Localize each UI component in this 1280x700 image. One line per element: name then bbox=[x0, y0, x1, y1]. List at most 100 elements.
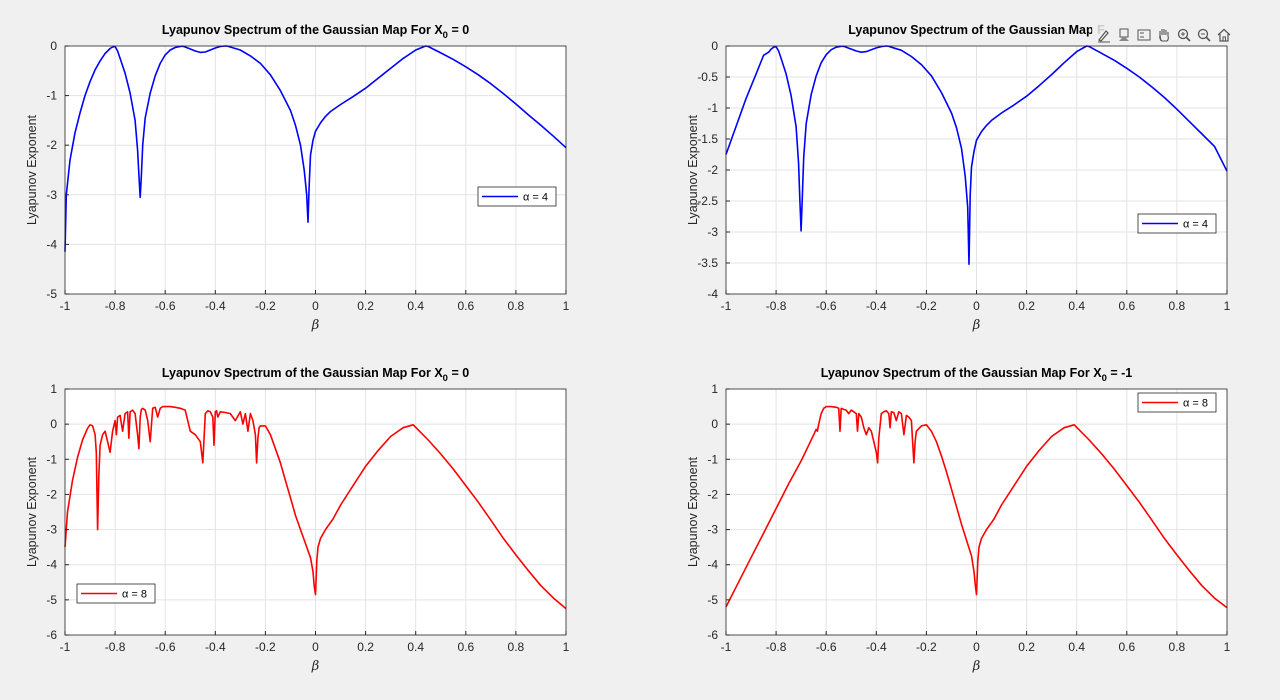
chart-title: Lyapunov Spectrum of the Gaussian Map Fo… bbox=[821, 366, 1133, 384]
y-tick-label: -0.5 bbox=[697, 70, 718, 84]
y-tick-label: -3 bbox=[707, 523, 718, 537]
y-tick-label: -1 bbox=[46, 89, 57, 103]
chart-panel-1: -1 -0.8 -0.6 -0.4 -0.2 0 0.2 0.4 0.6 0.8 1 -5 -4 -3 -2… bbox=[25, 23, 570, 333]
x-tick-label: -0.4 bbox=[205, 299, 226, 313]
x-tick-label: -0.4 bbox=[205, 640, 226, 654]
y-tick-label: -1 bbox=[707, 452, 718, 466]
x-tick-label: 0 bbox=[973, 299, 980, 313]
series-line bbox=[64, 405, 567, 610]
y-tick-label: -4 bbox=[707, 558, 718, 572]
x-tick-label: 0 bbox=[312, 299, 319, 313]
y-tick-label: 0 bbox=[50, 39, 57, 53]
x-tick-label: 0.2 bbox=[357, 299, 374, 313]
y-tick-label: -3.5 bbox=[697, 256, 718, 270]
series-line bbox=[725, 405, 1228, 609]
x-tick-label: -0.8 bbox=[105, 299, 126, 313]
legend: α = 4 bbox=[477, 186, 557, 207]
y-tick-label: -4 bbox=[46, 237, 57, 251]
y-tick-label: -1.5 bbox=[697, 132, 718, 146]
legend-icon[interactable] bbox=[1134, 25, 1153, 45]
x-tick-label: 0.4 bbox=[407, 299, 424, 313]
x-tick-label: -0.6 bbox=[816, 640, 837, 654]
legend: α = 4 bbox=[1137, 213, 1217, 234]
x-tick-label: -0.8 bbox=[766, 640, 787, 654]
x-tick-label: 0.8 bbox=[508, 299, 525, 313]
legend: α = 8 bbox=[1137, 392, 1217, 413]
legend-entry: α = 8 bbox=[1183, 398, 1208, 410]
chart-panel-2: -1 -0.8 -0.6 -0.4 -0.2 0 0.2 0.4 0.6 0.8 1 -4 -3.5 -3… bbox=[686, 23, 1231, 333]
x-axis-label: β bbox=[972, 659, 981, 674]
x-tick-label: 0.4 bbox=[1068, 640, 1085, 654]
x-tick-label: -0.4 bbox=[866, 299, 887, 313]
x-tick-label: -0.8 bbox=[105, 640, 126, 654]
x-tick-label: -0.2 bbox=[916, 640, 937, 654]
legend-entry: α = 4 bbox=[523, 192, 548, 204]
chart-panel-4: -1 -0.8 -0.6 -0.4 -0.2 0 0.2 0.4 0.6 0.8 1 -6 -5 -4 -3… bbox=[686, 366, 1231, 674]
y-tick-label: -4 bbox=[46, 558, 57, 572]
pan-icon[interactable] bbox=[1154, 25, 1173, 45]
x-tick-label: -1 bbox=[721, 640, 732, 654]
x-axis-label: β bbox=[311, 659, 320, 674]
home-icon[interactable] bbox=[1214, 25, 1233, 45]
y-tick-label: -2.5 bbox=[697, 194, 718, 208]
y-tick-label: -6 bbox=[707, 628, 718, 642]
chart-title: Lyapunov Spectrum of the Gaussian Map Fo… bbox=[162, 366, 469, 384]
x-tick-label: 0.8 bbox=[508, 640, 525, 654]
legend-entry: α = 8 bbox=[122, 589, 147, 601]
y-tick-label: 1 bbox=[50, 382, 57, 396]
y-tick-label: -6 bbox=[46, 628, 57, 642]
chart-title: Lyapunov Spectrum of the Gaussian Map F bbox=[848, 23, 1105, 37]
y-tick-label: -2 bbox=[46, 487, 57, 501]
x-tick-label: -0.4 bbox=[866, 640, 887, 654]
x-tick-label: 0.4 bbox=[1068, 299, 1085, 313]
x-axis-label: β bbox=[311, 318, 320, 333]
x-tick-label: 1 bbox=[1224, 299, 1231, 313]
y-tick-label: -5 bbox=[707, 593, 718, 607]
y-tick-label: 0 bbox=[711, 39, 718, 53]
y-tick-label: -2 bbox=[707, 163, 718, 177]
zoom-in-icon[interactable] bbox=[1174, 25, 1193, 45]
y-tick-label: -2 bbox=[46, 138, 57, 152]
y-tick-label: -5 bbox=[46, 593, 57, 607]
x-tick-label: 0.8 bbox=[1169, 299, 1186, 313]
x-tick-label: -0.8 bbox=[766, 299, 787, 313]
brush-icon[interactable] bbox=[1094, 25, 1113, 45]
x-tick-label: 0.4 bbox=[407, 640, 424, 654]
y-axis-label: Lyapunov Exponent bbox=[25, 114, 39, 225]
y-axis-label: Lyapunov Exponent bbox=[25, 456, 39, 567]
x-axis-label: β bbox=[972, 318, 981, 333]
x-tick-label: 0.6 bbox=[457, 299, 474, 313]
x-tick-label: 0.2 bbox=[1018, 640, 1035, 654]
x-tick-label: -0.6 bbox=[155, 640, 176, 654]
y-tick-label: -3 bbox=[707, 225, 718, 239]
x-tick-label: -0.2 bbox=[255, 299, 276, 313]
x-tick-label: -0.2 bbox=[916, 299, 937, 313]
axes-toolbar bbox=[1092, 25, 1235, 45]
y-tick-label: -1 bbox=[707, 101, 718, 115]
y-tick-label: 1 bbox=[711, 382, 718, 396]
x-tick-label: 0 bbox=[973, 640, 980, 654]
x-tick-label: 0.8 bbox=[1169, 640, 1186, 654]
y-tick-label: -4 bbox=[707, 287, 718, 301]
legend: α = 8 bbox=[76, 583, 156, 604]
x-tick-label: 0.6 bbox=[457, 640, 474, 654]
datatip-icon[interactable] bbox=[1114, 25, 1133, 45]
x-tick-label: -0.2 bbox=[255, 640, 276, 654]
y-axis-label: Lyapunov Exponent bbox=[686, 114, 700, 225]
x-tick-label: 1 bbox=[563, 299, 570, 313]
x-tick-label: 0.6 bbox=[1118, 299, 1135, 313]
zoom-out-icon[interactable] bbox=[1194, 25, 1213, 45]
y-tick-label: 0 bbox=[50, 417, 57, 431]
x-tick-label: -1 bbox=[60, 640, 71, 654]
x-tick-label: 0.2 bbox=[1018, 299, 1035, 313]
x-tick-label: -1 bbox=[60, 299, 71, 313]
y-tick-label: -2 bbox=[707, 487, 718, 501]
x-tick-label: -0.6 bbox=[816, 299, 837, 313]
x-tick-label: 1 bbox=[1224, 640, 1231, 654]
x-tick-label: -1 bbox=[721, 299, 732, 313]
chart-title: Lyapunov Spectrum of the Gaussian Map Fo… bbox=[162, 23, 469, 41]
y-tick-label: 0 bbox=[711, 417, 718, 431]
y-tick-label: -3 bbox=[46, 523, 57, 537]
series-line bbox=[725, 45, 1228, 266]
